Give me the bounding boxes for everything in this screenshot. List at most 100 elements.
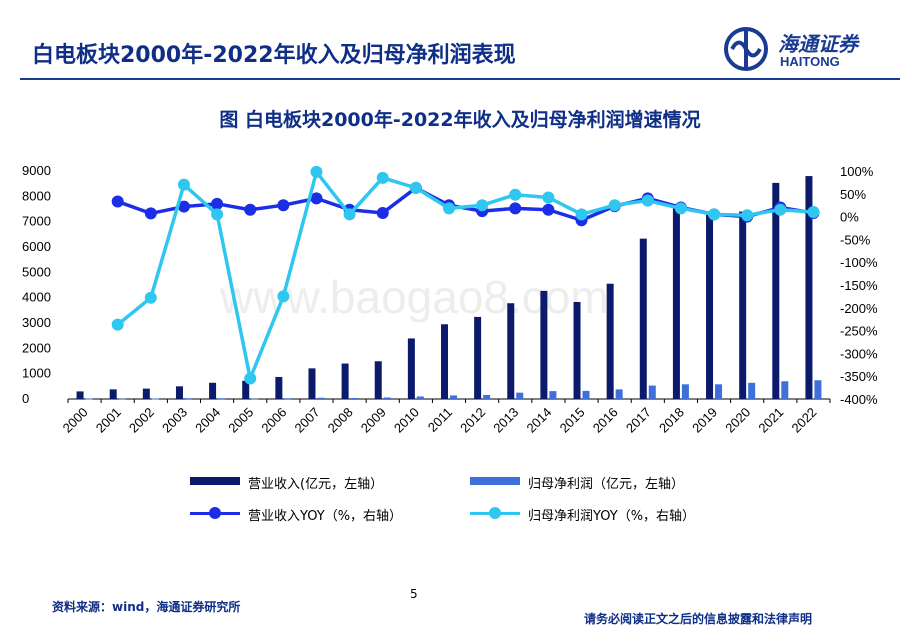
bar-revenue xyxy=(739,211,747,399)
profit-yoy-point xyxy=(774,203,787,216)
haitong-logo-icon xyxy=(724,27,768,71)
bar-net-profit xyxy=(715,384,723,399)
y-right-tick-label: -50% xyxy=(840,232,871,247)
profit-yoy-point xyxy=(177,178,190,191)
logo-text-en: HAITONG xyxy=(780,54,840,69)
revenue-yoy-point xyxy=(376,206,389,219)
bar-revenue xyxy=(706,212,714,399)
profit-yoy-point xyxy=(542,191,555,204)
profit-yoy-point xyxy=(343,208,356,221)
bars xyxy=(76,176,822,400)
x-tick-label: 2019 xyxy=(689,405,720,436)
x-tick-label: 2021 xyxy=(755,405,786,436)
x-tick-label: 2013 xyxy=(490,405,521,436)
profit-yoy-point xyxy=(674,202,687,215)
revenue-yoy-point xyxy=(509,202,522,215)
profit-yoy-point xyxy=(111,318,124,331)
x-tick-label: 2011 xyxy=(425,405,455,435)
y-right-tick-label: -400% xyxy=(840,392,878,407)
legend-label-profit: 归母净利润（亿元，左轴） xyxy=(528,477,685,492)
y-left-tick-label: 0 xyxy=(22,391,29,406)
y-left-tick-label: 7000 xyxy=(22,214,51,229)
y-right-tick-label: -300% xyxy=(840,346,878,361)
x-tick-label: 2001 xyxy=(93,405,124,436)
bar-revenue xyxy=(374,361,382,399)
bar-revenue xyxy=(242,380,250,399)
x-tick-label: 2000 xyxy=(60,405,91,436)
revenue-yoy-point xyxy=(211,197,224,210)
y-right-tick-label: -150% xyxy=(840,278,878,293)
bar-net-profit xyxy=(251,398,259,400)
profit-yoy-point xyxy=(310,165,323,178)
bar-revenue xyxy=(805,176,813,399)
profit-yoy-point xyxy=(376,171,389,184)
y-right-tick-label: -100% xyxy=(840,255,878,270)
y-left-tick-label: 6000 xyxy=(22,239,51,254)
bar-revenue xyxy=(507,303,515,399)
profit-yoy-point xyxy=(244,372,257,385)
bar-net-profit xyxy=(218,398,226,400)
legend-swatch-revenue xyxy=(190,477,240,485)
bar-net-profit xyxy=(118,398,126,400)
x-tick-label: 2009 xyxy=(358,405,389,436)
y-left-tick-label: 8000 xyxy=(22,188,51,203)
lines xyxy=(111,165,820,385)
revenue-yoy-point xyxy=(310,192,323,205)
y-left-tick-label: 4000 xyxy=(22,290,51,305)
bar-net-profit xyxy=(284,398,292,400)
bar-net-profit xyxy=(383,397,391,399)
profit-yoy-point xyxy=(476,199,489,212)
bar-net-profit xyxy=(483,394,491,399)
revenue-yoy-point xyxy=(177,200,190,213)
bar-net-profit xyxy=(748,382,756,399)
bar-net-profit xyxy=(681,384,689,399)
legend-swatch-profit xyxy=(470,477,520,485)
y-left-tick-label: 3000 xyxy=(22,315,51,330)
axes xyxy=(67,398,831,403)
revenue-yoy-point xyxy=(144,207,157,220)
legend-marker-profit-yoy xyxy=(489,507,501,519)
profit-yoy-point xyxy=(708,208,721,221)
bar-net-profit xyxy=(814,380,822,399)
legend-label-revenue: 营业收入(亿元，左轴） xyxy=(248,477,384,492)
bar-revenue xyxy=(639,238,647,399)
x-tick-label: 2005 xyxy=(225,405,256,436)
x-tick-label: 2012 xyxy=(457,405,488,436)
profit-yoy-point xyxy=(575,208,588,221)
profit-yoy-point xyxy=(741,209,754,222)
bar-net-profit xyxy=(450,395,457,399)
bar-revenue xyxy=(772,182,780,399)
source-note: 资料来源：wind，海通证券研究所 xyxy=(52,600,241,614)
bar-revenue xyxy=(275,376,283,399)
profit-yoy-point xyxy=(144,291,157,304)
revenue-yoy-point xyxy=(277,199,290,212)
x-tick-label: 2018 xyxy=(656,405,687,436)
y-right-tick-label: -350% xyxy=(840,369,878,384)
y-right-tick-label: -200% xyxy=(840,301,878,316)
legend-label-revenue-yoy: 营业收入YOY（%，右轴） xyxy=(248,509,403,524)
x-tick-label: 2002 xyxy=(126,405,157,436)
haitong-logo: 海通证券 HAITONG xyxy=(722,26,892,72)
bar-revenue xyxy=(407,338,415,399)
bar-revenue xyxy=(308,368,316,399)
x-tick-label: 2015 xyxy=(557,405,588,436)
x-tick-label: 2016 xyxy=(590,405,621,436)
bar-net-profit xyxy=(151,398,159,400)
x-tick-label: 2017 xyxy=(623,405,654,436)
bar-net-profit xyxy=(184,398,192,400)
profit-yoy-point xyxy=(277,290,290,303)
bar-revenue xyxy=(573,301,581,399)
x-tick-label: 2022 xyxy=(788,405,819,436)
bar-revenue xyxy=(341,363,349,399)
bar-net-profit xyxy=(317,397,325,399)
x-tick-label: 2003 xyxy=(159,405,190,436)
page-number: 5 xyxy=(410,587,418,601)
y-right-tick-label: 50% xyxy=(840,187,866,202)
y-left-tick-label: 9000 xyxy=(22,163,51,178)
y-left-tick-label: 1000 xyxy=(22,366,51,381)
bar-revenue xyxy=(474,316,482,399)
x-tick-label: 2007 xyxy=(292,405,323,436)
bar-revenue xyxy=(606,283,614,399)
bar-revenue xyxy=(672,206,680,399)
